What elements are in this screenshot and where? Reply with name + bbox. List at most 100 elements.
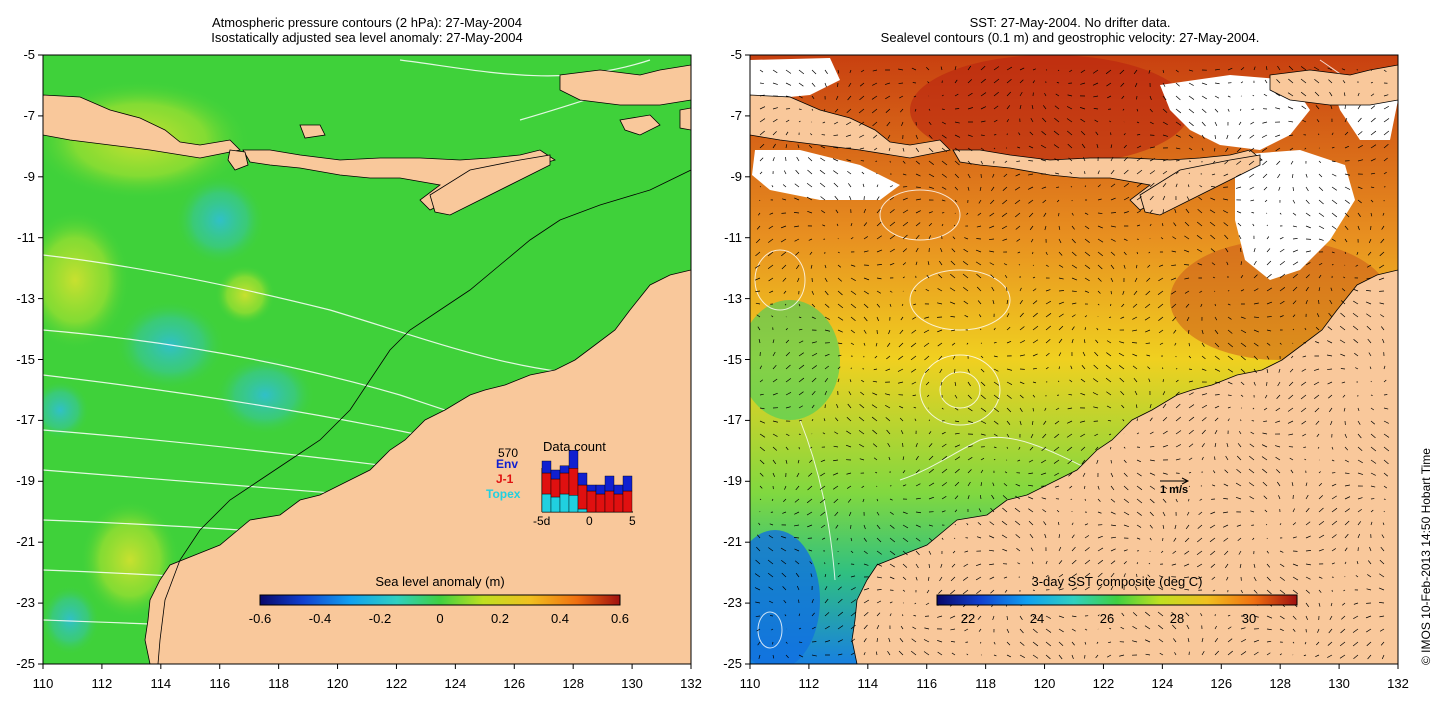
velocity-arrow (1352, 312, 1359, 318)
velocity-arrow (1084, 641, 1087, 645)
velocity-arrow (967, 186, 970, 191)
velocity-arrow (837, 563, 840, 565)
velocity-arrow (1210, 563, 1216, 568)
velocity-arrow (913, 303, 917, 306)
velocity-arrow (1340, 312, 1346, 318)
velocity-arrow (834, 195, 839, 201)
velocity-arrow (1266, 329, 1272, 332)
velocity-arrow (1158, 316, 1164, 321)
velocity-arrow (1225, 455, 1229, 461)
colorbar-tick-label: 30 (1241, 611, 1257, 626)
sst-colorbar (936, 594, 1298, 606)
velocity-arrow (1344, 533, 1349, 539)
velocity-arrow (1214, 121, 1218, 127)
velocity-arrow (1109, 446, 1112, 450)
velocity-arrow (1054, 117, 1060, 123)
velocity-arrow (796, 156, 800, 162)
velocity-arrow (798, 352, 804, 357)
velocity-arrow (1329, 615, 1333, 620)
velocity-arrow (1379, 302, 1385, 305)
left-title-line2: Isostatically adjusted sea level anomaly… (211, 30, 523, 45)
velocity-arrow (1175, 485, 1179, 489)
velocity-arrow (993, 407, 1000, 413)
velocity-arrow (875, 160, 878, 162)
velocity-arrow (1069, 69, 1073, 73)
velocity-arrow (1002, 186, 1008, 191)
velocity-arrow (1248, 482, 1255, 487)
velocity-arrow (1109, 120, 1112, 123)
velocity-arrow (1262, 432, 1268, 435)
velocity-arrow (876, 263, 882, 266)
velocity-arrow (901, 303, 904, 307)
velocity-arrow (872, 392, 878, 396)
velocity-arrow (1188, 392, 1194, 396)
velocity-arrow (1003, 263, 1008, 266)
velocity-arrow (1110, 238, 1116, 242)
velocity-arrow (1159, 652, 1164, 656)
velocity-arrow (1162, 69, 1165, 74)
velocity-arrow (1136, 145, 1142, 149)
velocity-arrow (1201, 355, 1206, 360)
velocity-arrow (759, 94, 765, 97)
velocity-arrow (963, 286, 969, 292)
velocity-arrow (910, 650, 917, 656)
velocity-arrow (1110, 524, 1116, 527)
velocity-arrow (884, 82, 891, 85)
velocity-arrow (1006, 641, 1011, 646)
velocity-arrow (1253, 563, 1256, 568)
colorbar-tick-label: 24 (1029, 611, 1045, 626)
velocity-arrow (1266, 368, 1269, 374)
velocity-arrow (1080, 69, 1086, 74)
velocity-arrow (863, 303, 869, 309)
velocity-arrow (876, 184, 879, 188)
velocity-arrow (1248, 160, 1255, 166)
velocity-arrow (1079, 107, 1086, 110)
velocity-arrow (912, 394, 917, 397)
velocity-arrow (1123, 133, 1126, 136)
velocity-arrow (1222, 511, 1229, 514)
imos-credit: © IMOS 10-Feb-2013 14:50 Hobart Time (1419, 448, 1433, 665)
velocity-arrow (837, 290, 843, 296)
velocity-arrow (1027, 496, 1034, 500)
velocity-arrow (949, 615, 956, 619)
velocity-arrow (798, 654, 804, 658)
velocity-arrow (1237, 537, 1242, 541)
velocity-arrow (1006, 91, 1012, 97)
velocity-arrow (1094, 119, 1099, 123)
velocity-arrow (1006, 394, 1012, 399)
velocity-arrow (1227, 303, 1231, 306)
sla-anomaly-high-west (43, 210, 130, 350)
velocity-arrow (1041, 186, 1047, 189)
velocity-arrow (1344, 186, 1351, 190)
velocity-arrow (1019, 287, 1022, 292)
velocity-arrow (757, 326, 761, 331)
velocity-arrow (807, 169, 813, 175)
velocity-arrow (1029, 225, 1034, 231)
velocity-arrow (772, 69, 778, 74)
velocity-arrow (876, 221, 882, 227)
velocity-arrow (993, 641, 996, 645)
velocity-arrow (1042, 199, 1047, 204)
velocity-arrow (1084, 315, 1088, 318)
velocity-arrow (1292, 249, 1299, 253)
velocity-arrow (1149, 445, 1155, 448)
velocity-arrow (967, 160, 972, 165)
velocity-arrow (993, 91, 999, 97)
velocity-arrow (819, 182, 826, 188)
velocity-arrow (1253, 66, 1256, 71)
velocity-arrow (1236, 160, 1242, 165)
velocity-arrow (1366, 325, 1372, 331)
velocity-arrow (1004, 589, 1008, 593)
velocity-arrow (1080, 131, 1086, 136)
velocity-arrow (1380, 238, 1385, 244)
velocity-arrow (992, 300, 995, 305)
velocity-arrow (954, 523, 956, 526)
velocity-arrow (941, 223, 944, 227)
velocity-arrow (1209, 537, 1216, 543)
velocity-arrow (820, 472, 826, 477)
velocity-arrow (1340, 353, 1346, 357)
velocity-arrow (1352, 325, 1359, 331)
velocity-arrow (941, 510, 946, 513)
velocity-arrow (1240, 316, 1246, 319)
velocity-arrow (785, 433, 790, 437)
